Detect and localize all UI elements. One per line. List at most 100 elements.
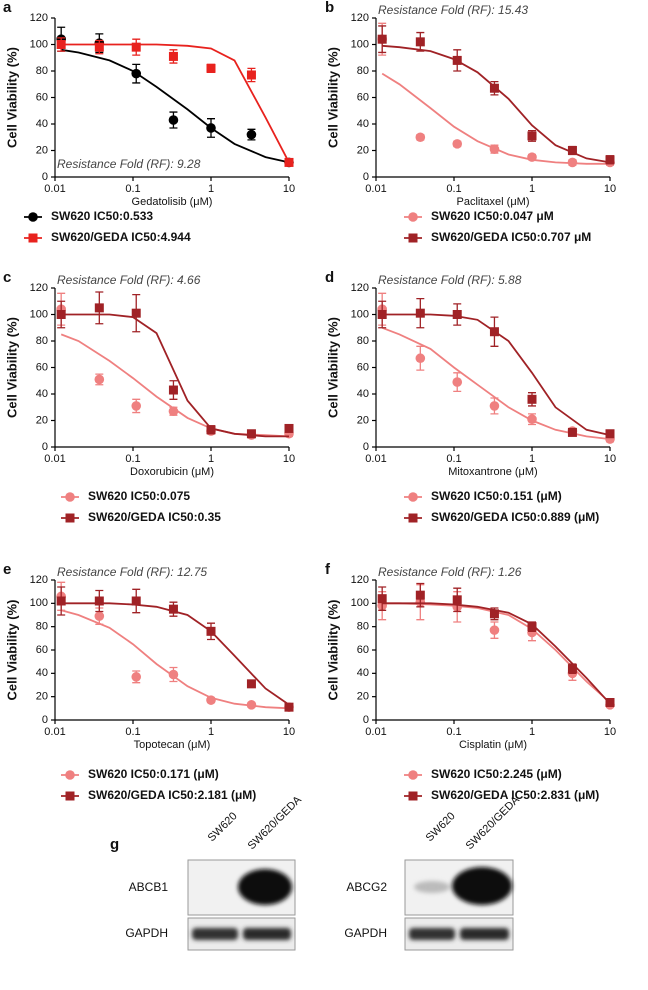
data-point: [246, 429, 256, 439]
data-point: [246, 70, 256, 80]
legend-marker: [28, 212, 38, 222]
y-tick-label: 60: [357, 361, 369, 373]
row-label: ABCB1: [129, 880, 169, 894]
data-point: [131, 672, 142, 682]
data-point: [56, 596, 66, 606]
y-tick-label: 40: [357, 388, 369, 400]
y-tick-label: 0: [363, 171, 369, 183]
annotation: Resistance Fold (RF): 5.88: [378, 273, 522, 287]
y-tick-label: 40: [36, 667, 48, 679]
data-point: [452, 310, 462, 319]
y-tick-label: 80: [36, 65, 48, 77]
x-tick-label: 0.1: [446, 453, 461, 465]
band: [409, 928, 455, 940]
y-axis-label: Cell Viability (%): [4, 600, 19, 701]
y-tick-label: 120: [351, 282, 369, 294]
data-point: [94, 611, 105, 621]
legend-label: SW620 IC50:0.151 (μM): [431, 489, 562, 503]
legend-label: SW620/GEDA IC50:4.944: [51, 230, 191, 244]
data-point: [489, 144, 500, 154]
band: [452, 867, 512, 905]
legend-label: SW620 IC50:0.047 μM: [431, 209, 554, 223]
data-point: [452, 377, 463, 387]
y-tick-label: 40: [357, 118, 369, 130]
data-point: [605, 155, 615, 165]
data-point: [206, 425, 216, 435]
y-tick-label: 20: [357, 414, 369, 426]
legend-marker: [65, 791, 75, 801]
legend-label: SW620/GEDA IC50:0.889 (μM): [431, 510, 599, 524]
data-point: [489, 609, 499, 619]
legend-marker: [28, 233, 38, 243]
y-axis-label: Cell Viability (%): [4, 317, 19, 418]
x-tick-label: 1: [529, 726, 535, 738]
data-point: [489, 327, 499, 337]
y-tick-label: 40: [36, 118, 48, 130]
x-tick-label: 0.01: [44, 453, 65, 465]
legend-marker: [65, 513, 75, 523]
fit-curve: [61, 48, 290, 164]
data-point: [168, 115, 179, 125]
legend-marker: [65, 492, 75, 502]
data-point: [567, 146, 577, 155]
data-point: [94, 596, 104, 606]
x-tick-label: 1: [208, 183, 214, 195]
row-label: ABCG2: [346, 880, 387, 894]
x-tick-label: 0.1: [125, 183, 140, 195]
y-tick-label: 0: [363, 714, 369, 726]
x-tick-label: 0.01: [44, 183, 65, 195]
annotation: Resistance Fold (RF): 4.66: [57, 273, 201, 287]
y-tick-label: 120: [30, 574, 48, 586]
y-tick-label: 120: [351, 12, 369, 24]
x-tick-label: 1: [529, 183, 535, 195]
legend-marker: [65, 770, 75, 780]
y-tick-label: 0: [363, 441, 369, 453]
band: [414, 881, 450, 893]
y-tick-label: 120: [30, 282, 48, 294]
data-point: [131, 401, 142, 411]
x-tick-label: 1: [208, 726, 214, 738]
fit-curve: [60, 333, 290, 438]
y-tick-label: 20: [36, 144, 48, 156]
data-point: [415, 132, 426, 143]
y-tick-label: 80: [36, 335, 48, 347]
y-tick-label: 100: [351, 597, 369, 609]
y-tick-label: 100: [30, 308, 48, 320]
y-tick-label: 100: [351, 38, 369, 50]
x-tick-label: 0.01: [365, 726, 386, 738]
legend-marker: [408, 492, 418, 502]
column-label: SW620: [424, 810, 458, 844]
y-axis-label: Cell Viability (%): [325, 317, 340, 418]
column-label: SW620: [206, 810, 240, 844]
y-axis-label: Cell Viability (%): [325, 47, 340, 148]
y-tick-label: 80: [357, 621, 369, 633]
annotation: Resistance Fold (RF): 15.43: [378, 3, 528, 17]
legend-label: SW620 IC50:0.075: [88, 489, 190, 503]
data-point: [206, 63, 216, 73]
x-tick-label: 10: [604, 453, 616, 465]
x-tick-label: 0.1: [125, 726, 140, 738]
legend-label: SW620/GEDA IC50:2.181 (μM): [88, 788, 256, 802]
band: [243, 928, 291, 940]
blot-panel: g SW620 SW620/GEDA SW620 SW620/GEDA ABCB…: [110, 794, 522, 951]
data-point: [168, 406, 179, 417]
y-tick-label: 120: [30, 12, 48, 24]
chart-panel: d 0 20 40 60 80 100 120 0.01 0.1 1 10 Cell Viability…: [325, 269, 616, 524]
y-tick-label: 20: [36, 414, 48, 426]
y-tick-label: 120: [351, 574, 369, 586]
data-point: [567, 664, 577, 674]
chart-panel: b 0 20 40 60 80 100 120 0.01 0.1 1 10 Cell Viability…: [325, 0, 616, 244]
data-point: [94, 303, 104, 313]
data-point: [131, 596, 141, 606]
chart-panel: e 0 20 40 60 80 100 120 0.01 0.1 1 10 Cell Viability…: [3, 561, 295, 802]
legend-label: SW620 IC50:0.533: [51, 209, 153, 223]
data-point: [527, 394, 537, 404]
x-axis-label: Paclitaxel (μM): [457, 196, 530, 208]
legend-label: SW620 IC50:2.245 (μM): [431, 767, 562, 781]
y-tick-label: 60: [36, 361, 48, 373]
panel-label: e: [3, 561, 11, 578]
panel-label: f: [325, 561, 331, 578]
row-label: GAPDH: [344, 926, 387, 940]
data-point: [94, 42, 104, 52]
y-tick-label: 60: [36, 91, 48, 103]
